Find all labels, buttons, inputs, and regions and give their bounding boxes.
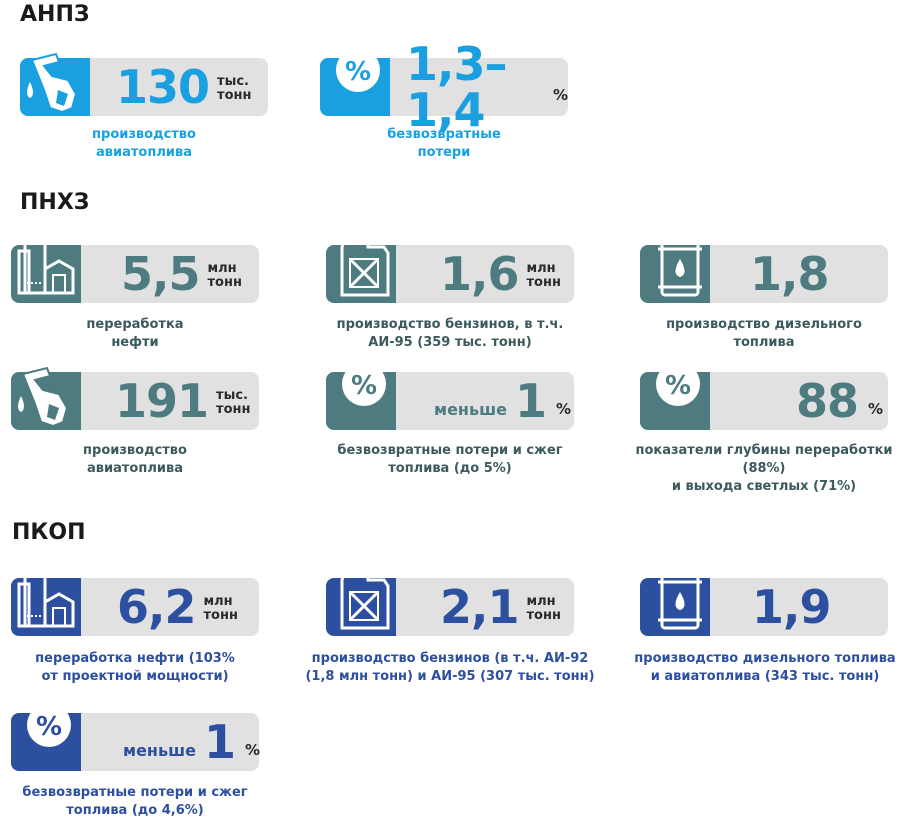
unit-line-1: тыс. (216, 388, 248, 403)
stat-value: 1,9 (752, 580, 831, 634)
svg-text:%: % (345, 57, 371, 87)
value-group: 88 % (796, 372, 883, 430)
stat-caption: производство бензинов, в т.ч. АИ-95 (359… (336, 317, 564, 350)
unit-line-1: млн (203, 594, 233, 609)
value-group: 130 тыс. тонн (116, 58, 251, 116)
stat-value: 1,3–1,4 (406, 37, 507, 137)
section-title-anpz: АНПЗ (20, 2, 90, 27)
stat-value: 6,2 (117, 580, 196, 634)
percent-sign: % (555, 400, 571, 418)
jerrycan-icon (340, 239, 390, 297)
stat-card-aviation-fuel: 130 тыс. тонн (20, 52, 268, 116)
oil-barrel-icon (658, 239, 702, 297)
value-group: 1,6 млн тонн (440, 245, 561, 303)
stat-caption: производство дизельного топлива и авиато… (634, 651, 896, 684)
svg-text:%: % (36, 712, 62, 742)
stat-value: 191 (115, 374, 209, 428)
stat-card-losses: % 1,3–1,4 % (320, 41, 568, 133)
stat-card-refining-depth: % 88 % (640, 364, 888, 430)
value-group: 191 тыс. тонн (115, 372, 250, 430)
stat-unit: тыс. тонн (217, 75, 251, 103)
stat-card-gasoline: 1,6 млн тонн (326, 239, 574, 303)
unit-line-2: тонн (526, 275, 561, 290)
stat-caption: переработка нефти (86, 317, 184, 350)
section-title-pnhz: ПНХЗ (20, 190, 90, 215)
percent-sign: % (552, 86, 568, 104)
stat-unit: млн тонн (208, 262, 242, 290)
percent-icon: % (342, 364, 386, 406)
stat-caption: производство авиатоплива (92, 127, 196, 160)
unit-line-2: тонн (526, 608, 561, 623)
stat-caption: безвозвратные потери и сжег топлива (до … (22, 785, 248, 818)
unit-line-1: тыс. (217, 74, 249, 89)
value-group: меньше 1 % (123, 713, 260, 771)
stat-unit: млн тонн (527, 262, 561, 290)
stat-value: 5,5 (121, 247, 200, 301)
svg-text:%: % (665, 371, 691, 401)
stat-caption: производство авиатоплива (83, 443, 187, 476)
fuel-nozzle-icon (27, 52, 78, 114)
stat-card-diesel: 1,9 (640, 572, 888, 636)
stat-unit: млн тонн (527, 595, 561, 623)
percent-sign: % (244, 741, 260, 759)
oil-barrel-icon (658, 572, 702, 630)
fuel-nozzle-icon (18, 366, 69, 428)
stat-value: 1,6 (440, 247, 519, 301)
unit-line-1: млн (526, 261, 556, 276)
unit-line-1: млн (207, 261, 237, 276)
value-group: меньше 1 % (434, 372, 571, 430)
stat-caption: переработка нефти (103% от проектной мощ… (35, 651, 235, 684)
stat-card-diesel: 1,8 (640, 239, 888, 303)
stat-value: 1,8 (750, 247, 829, 301)
value-group: 6,2 млн тонн (117, 578, 238, 636)
stat-caption: показатели глубины переработки (88%) и в… (635, 443, 893, 494)
stat-unit: тыс. тонн (216, 389, 250, 417)
stat-caption: производство бензинов (в т.ч. АИ-92 (1,8… (305, 651, 595, 684)
percent-icon: % (336, 50, 380, 92)
stat-card-aviation-fuel: 191 тыс. тонн (11, 366, 259, 430)
percent-icon: % (27, 705, 71, 747)
unit-line-2: тонн (203, 608, 238, 623)
stat-caption: безвозвратные потери (387, 127, 501, 160)
stat-card-refining: 6,2 млн тонн (11, 574, 259, 636)
unit-line-2: тонн (216, 402, 251, 417)
value-group: 2,1 млн тонн (440, 578, 561, 636)
stat-caption: производство дизельного топлива (666, 317, 862, 350)
unit-line-1: млн (526, 594, 556, 609)
stat-card-losses: % меньше 1 % (326, 364, 574, 430)
percent-icon: % (656, 364, 700, 406)
value-group: 1,8 (750, 245, 829, 303)
stat-prefix: меньше (434, 399, 507, 419)
stat-value: 88 (796, 374, 859, 428)
stat-caption: безвозвратные потери и сжег топлива (до … (337, 443, 563, 476)
svg-text:%: % (351, 371, 377, 401)
stat-value: 2,1 (440, 580, 519, 634)
stat-value: 1 (514, 374, 547, 428)
value-group: 5,5 млн тонн (121, 245, 242, 303)
stat-card-losses: % меньше 1 % (11, 705, 260, 771)
stat-card-gasoline: 2,1 млн тонн (326, 572, 574, 636)
stat-value: 130 (116, 60, 210, 114)
unit-line-2: тонн (207, 275, 242, 290)
stat-card-refining: 5,5 млн тонн (11, 241, 259, 303)
refinery-icon (17, 574, 75, 628)
percent-sign: % (868, 400, 884, 418)
stat-prefix: меньше (123, 740, 196, 760)
value-group: 1,3–1,4 % (406, 41, 568, 133)
stat-unit: млн тонн (204, 595, 238, 623)
stat-value: 1 (203, 715, 236, 769)
jerrycan-icon (340, 572, 390, 630)
value-group: 1,9 (752, 578, 831, 636)
section-title-pkop: ПКОП (12, 520, 86, 545)
refinery-icon (17, 241, 75, 295)
unit-line-2: тонн (217, 88, 252, 103)
